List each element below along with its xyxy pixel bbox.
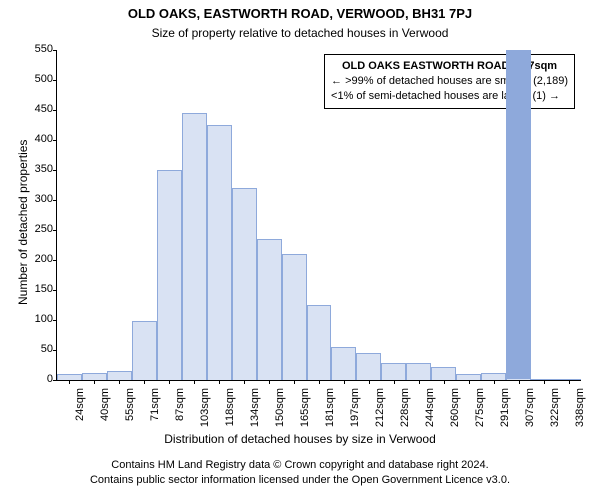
x-tick-label: 212sqm <box>374 388 386 428</box>
x-tick-mark <box>319 380 320 384</box>
y-tick-label: 150 <box>25 284 53 295</box>
x-tick-mark <box>344 380 345 384</box>
y-tick-label: 50 <box>25 344 53 355</box>
x-tick-label: 40sqm <box>99 388 111 428</box>
y-tick-mark <box>53 50 57 51</box>
chart-subtitle: Size of property relative to detached ho… <box>0 26 600 40</box>
histogram-bar <box>307 305 332 380</box>
y-tick-mark <box>53 290 57 291</box>
y-tick-mark <box>53 80 57 81</box>
histogram-bar <box>481 373 506 380</box>
histogram-bar <box>207 125 232 380</box>
x-tick-mark <box>419 380 420 384</box>
y-tick-label: 300 <box>25 194 53 205</box>
annotation-line1: ← >99% of detached houses are smaller (2… <box>331 74 568 89</box>
histogram-bar <box>157 170 182 380</box>
x-tick-label: 55sqm <box>124 388 136 428</box>
histogram-bar <box>257 239 282 380</box>
y-tick-label: 250 <box>25 224 53 235</box>
y-tick-mark <box>53 140 57 141</box>
y-tick-label: 100 <box>25 314 53 325</box>
x-tick-label: 150sqm <box>274 388 286 428</box>
x-tick-label: 71sqm <box>149 388 161 428</box>
y-tick-label: 550 <box>25 44 53 55</box>
x-tick-mark <box>544 380 545 384</box>
histogram-bar <box>331 347 356 380</box>
histogram-bar <box>406 363 431 380</box>
x-tick-label: 338sqm <box>574 388 586 428</box>
footer: Contains HM Land Registry data © Crown c… <box>0 458 600 488</box>
histogram-bar <box>182 113 207 380</box>
histogram-bar <box>132 321 157 380</box>
y-tick-mark <box>53 350 57 351</box>
x-tick-label: 165sqm <box>299 388 311 428</box>
histogram-bar <box>431 367 456 380</box>
x-tick-label: 197sqm <box>349 388 361 428</box>
x-tick-mark <box>244 380 245 384</box>
y-tick-label: 0 <box>25 374 53 385</box>
x-tick-label: 291sqm <box>499 388 511 428</box>
x-axis-label: Distribution of detached houses by size … <box>0 432 600 446</box>
y-tick-label: 200 <box>25 254 53 265</box>
x-tick-mark <box>194 380 195 384</box>
chart-title: OLD OAKS, EASTWORTH ROAD, VERWOOD, BH31 … <box>0 6 600 21</box>
y-tick-mark <box>53 380 57 381</box>
y-tick-label: 350 <box>25 164 53 175</box>
x-tick-label: 275sqm <box>474 388 486 428</box>
x-tick-mark <box>269 380 270 384</box>
annotation-line2: <1% of semi-detached houses are larger (… <box>331 89 568 104</box>
x-tick-label: 244sqm <box>424 388 436 428</box>
y-tick-mark <box>53 200 57 201</box>
x-tick-mark <box>519 380 520 384</box>
x-tick-label: 87sqm <box>174 388 186 428</box>
x-tick-mark <box>219 380 220 384</box>
footer-line1: Contains HM Land Registry data © Crown c… <box>0 458 600 473</box>
annotation-box: OLD OAKS EASTWORTH ROAD: 307sqm ← >99% o… <box>324 54 575 109</box>
x-tick-label: 322sqm <box>549 388 561 428</box>
y-tick-mark <box>53 320 57 321</box>
x-tick-label: 134sqm <box>249 388 261 428</box>
histogram-bar <box>282 254 307 380</box>
x-tick-mark <box>394 380 395 384</box>
x-tick-label: 260sqm <box>449 388 461 428</box>
histogram-bar <box>381 363 406 380</box>
x-tick-label: 181sqm <box>324 388 336 428</box>
x-tick-mark <box>444 380 445 384</box>
x-tick-label: 24sqm <box>74 388 86 428</box>
histogram-bar <box>107 371 132 380</box>
x-tick-label: 307sqm <box>524 388 536 428</box>
plot-area: OLD OAKS EASTWORTH ROAD: 307sqm ← >99% o… <box>56 50 581 381</box>
histogram-bar <box>356 353 381 380</box>
histogram-bar <box>82 373 107 380</box>
x-tick-mark <box>94 380 95 384</box>
x-tick-mark <box>69 380 70 384</box>
annotation-title: OLD OAKS EASTWORTH ROAD: 307sqm <box>331 59 568 74</box>
x-tick-label: 228sqm <box>399 388 411 428</box>
highlight-bar <box>506 50 531 380</box>
x-tick-mark <box>144 380 145 384</box>
histogram-bar <box>232 188 257 380</box>
x-tick-mark <box>169 380 170 384</box>
y-tick-mark <box>53 110 57 111</box>
y-tick-mark <box>53 170 57 171</box>
x-tick-mark <box>469 380 470 384</box>
y-tick-mark <box>53 260 57 261</box>
chart-container: OLD OAKS, EASTWORTH ROAD, VERWOOD, BH31 … <box>0 0 600 500</box>
y-tick-label: 500 <box>25 74 53 85</box>
x-tick-label: 118sqm <box>224 388 236 428</box>
x-tick-mark <box>569 380 570 384</box>
y-tick-mark <box>53 230 57 231</box>
x-tick-mark <box>119 380 120 384</box>
y-tick-label: 400 <box>25 134 53 145</box>
x-tick-mark <box>369 380 370 384</box>
x-tick-mark <box>494 380 495 384</box>
footer-line2: Contains public sector information licen… <box>0 473 600 488</box>
y-tick-label: 450 <box>25 104 53 115</box>
x-tick-label: 103sqm <box>199 388 211 428</box>
x-tick-mark <box>294 380 295 384</box>
